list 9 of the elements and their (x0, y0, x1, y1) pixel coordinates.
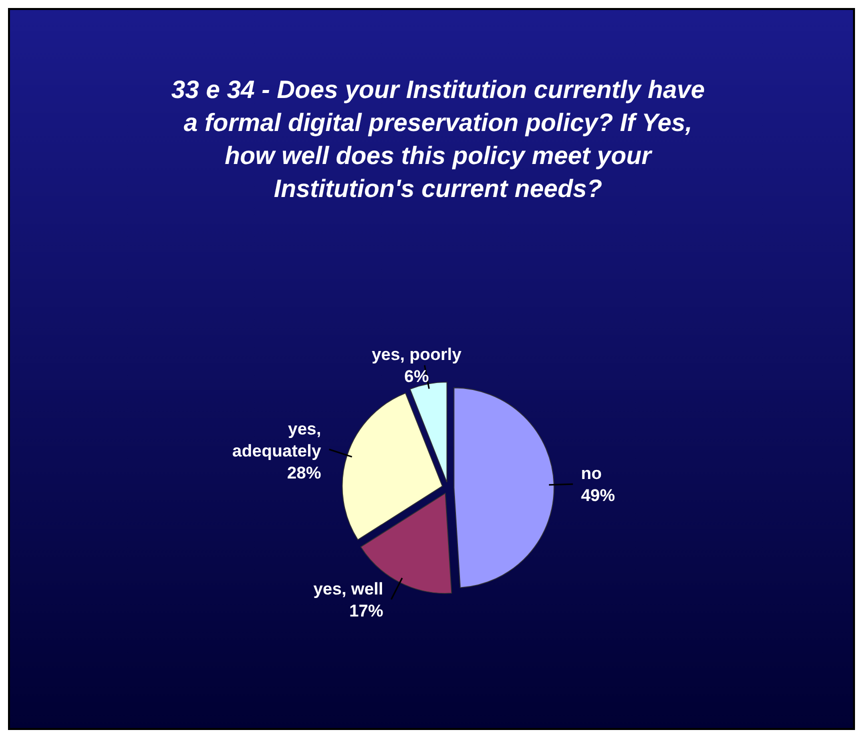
chart-title: 33 e 34 - Does your Institution currently have a formal digital preservation policy? If Yes, how well does this policy meet your Institution's current needs? (171, 76, 705, 203)
data-label: 17% (349, 601, 384, 620)
slice-label: no (580, 464, 602, 484)
data-label: 49% (580, 486, 615, 506)
slice-label: yes, adequately (232, 419, 322, 460)
data-label: 28% (287, 463, 322, 482)
data-label: 6% (404, 367, 429, 386)
slice-label: yes, well (313, 579, 384, 598)
slice-label: yes, poorly (372, 345, 462, 364)
